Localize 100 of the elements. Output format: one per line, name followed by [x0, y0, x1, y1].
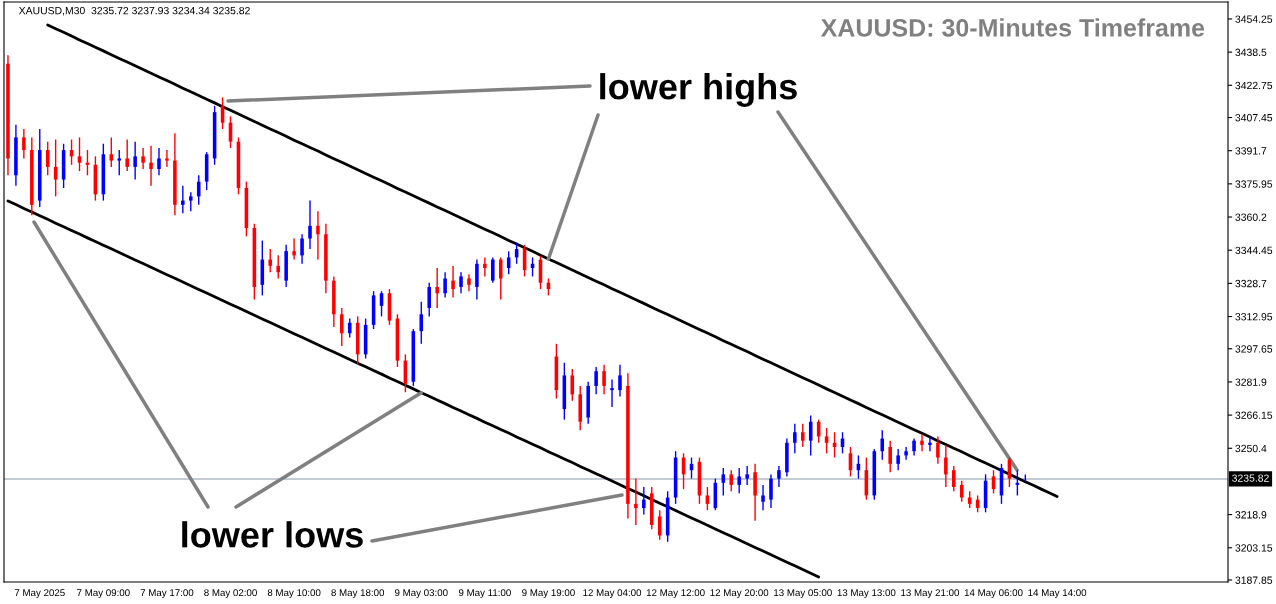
ref-line-label: 3235.82 — [1232, 474, 1269, 482]
candlestick — [824, 427, 829, 455]
candlestick — [920, 433, 924, 452]
candlestick — [618, 364, 622, 398]
x-tick-label: 9 May 03:00 — [394, 589, 448, 599]
x-tick-label: 8 May 02:00 — [204, 589, 257, 599]
candlestick — [149, 145, 153, 187]
candlestick — [125, 138, 129, 172]
candlestick — [610, 378, 614, 408]
candlestick — [769, 473, 773, 509]
y-tick-label: 3438.5 — [1235, 48, 1267, 56]
x-tick-label: 7 May 17:00 — [140, 589, 194, 599]
candlestick — [737, 467, 741, 495]
x-tick-label: 13 May 05:00 — [774, 589, 832, 599]
annotation: lower highs — [600, 73, 797, 107]
x-tick-label: 14 May 06:00 — [964, 589, 1023, 599]
x-tick-label: 8 May 10:00 — [267, 589, 321, 599]
y-tick-label: 3312.95 — [1235, 313, 1273, 321]
candlestick — [729, 469, 734, 492]
candlestick — [570, 368, 575, 402]
candlestick — [880, 429, 885, 461]
annotation: XAUUSD,M30 3235.72 3237.93 3234.34 3235.82 — [18, 6, 250, 16]
candlestick — [944, 444, 948, 488]
y-tick-label: 3218.9 — [1235, 511, 1267, 519]
candlestick — [467, 273, 471, 292]
candlestick — [761, 484, 765, 511]
x-tick-label: 13 May 21:00 — [901, 589, 960, 599]
candlestick — [427, 282, 432, 318]
candlestick — [340, 307, 344, 347]
candlestick — [300, 233, 304, 265]
y-tick-label: 3281.9 — [1235, 378, 1267, 386]
candlestick — [634, 477, 638, 526]
x-tick-label: 9 May 11:00 — [458, 589, 511, 599]
candlestick — [22, 128, 26, 160]
candlestick — [800, 423, 805, 448]
candlestick — [141, 147, 145, 170]
y-tick-label: 3297.65 — [1235, 345, 1273, 353]
line-series — [6, 199, 821, 579]
candlestick — [188, 191, 193, 212]
candlestick — [157, 147, 161, 177]
candlestick — [165, 149, 169, 168]
candlestick — [292, 237, 296, 261]
candlestick — [316, 210, 320, 261]
candlestick — [196, 174, 201, 206]
candlestick — [808, 414, 813, 457]
candlestick — [721, 467, 726, 497]
y-tick-label: 3375.95 — [1235, 180, 1273, 188]
candlestick — [959, 480, 964, 503]
candlestick — [133, 140, 137, 181]
candlestick — [451, 265, 455, 299]
x-tick-label: 14 May 14:00 — [1028, 589, 1087, 599]
text: XAUUSD: 30-Minutes Timeframe — [820, 18, 1205, 37]
x-tick-label: 7 May 09:00 — [77, 589, 130, 599]
candlestick — [928, 435, 932, 452]
candlestick — [745, 465, 749, 486]
candlestick — [594, 366, 598, 396]
candlestick — [705, 486, 710, 511]
candlestick — [268, 248, 273, 273]
candlestick — [475, 258, 479, 301]
candlestick — [952, 465, 956, 492]
candlestick — [491, 256, 495, 284]
y-tick-label: 3344.45 — [1235, 246, 1273, 255]
y-tick-label: 3422.75 — [1235, 81, 1273, 90]
candlestick — [109, 136, 114, 168]
y-tick-label: 3391.7 — [1235, 147, 1267, 155]
candlestick — [602, 364, 606, 396]
x-tick-label: 8 May 18:00 — [331, 589, 385, 599]
y-tick-label: 3250.4 — [1235, 444, 1267, 453]
y-tick-label: 3187.85 — [1235, 576, 1273, 584]
x-tick-label: 12 May 12:00 — [646, 589, 705, 599]
annotation: lower lows — [182, 521, 363, 548]
candlestick — [181, 185, 185, 214]
candlestick — [777, 465, 781, 488]
x-tick-label: 7 May 2025 — [14, 589, 65, 599]
candlestick — [498, 256, 503, 301]
candlestick — [642, 486, 646, 516]
y-tick-label: 3328.7 — [1235, 279, 1267, 288]
candlestick — [308, 199, 312, 250]
candlestick — [753, 463, 757, 522]
candlestick — [888, 439, 892, 473]
candlestick — [276, 254, 280, 280]
y-tick-label: 3360.2 — [1235, 213, 1267, 221]
candlestick — [896, 448, 900, 471]
y-tick-label: 3203.15 — [1235, 544, 1273, 552]
x-tick-label: 13 May 13:00 — [837, 589, 896, 599]
candlestick — [443, 271, 447, 299]
candlestick — [936, 435, 940, 465]
x-tick-label: 9 May 19:00 — [522, 589, 575, 599]
x-tick-label: 12 May 20:00 — [710, 589, 769, 599]
y-tick-label: 3266.15 — [1235, 411, 1273, 419]
candlestick — [347, 317, 352, 339]
candlestick — [904, 446, 908, 461]
y-tick-label: 3407.45 — [1235, 114, 1273, 122]
candlestick — [793, 423, 797, 455]
candlestick — [117, 149, 122, 177]
y-tick-label: 3454.25 — [1235, 15, 1273, 23]
candlestick — [77, 136, 82, 172]
candlestick — [419, 300, 424, 345]
candlestick — [45, 140, 50, 177]
x-tick-label: 12 May 04:00 — [583, 589, 642, 599]
